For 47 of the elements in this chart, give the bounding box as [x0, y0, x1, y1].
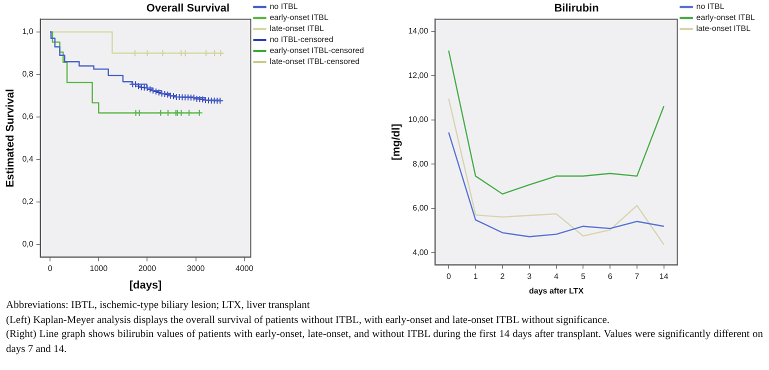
x-tick-label: 2	[500, 272, 506, 281]
y-axis-title: [mg/dl]	[390, 123, 403, 160]
text: (Right) Line graph shows bilirubin values of patients with early-onset, late-onset, and without ITBL during the first 14 days after transplant. Values were significantly different on days 7 and 14.	[6, 328, 763, 356]
y-tick-label: 10,00	[408, 115, 429, 124]
y-tick-label: 0,6	[22, 112, 34, 122]
legend-label: no ITBL-censored	[270, 35, 334, 44]
y-tick-label: 12,00	[408, 70, 429, 80]
x-tick-label: 4	[554, 272, 560, 281]
legend-label: late-onset ITBL	[696, 24, 752, 34]
legend-label: early-onset ITBL-censored	[270, 46, 364, 56]
legend-label: no ITBL	[696, 2, 725, 12]
y-tick-label: 14,00	[408, 26, 429, 36]
x-tick-label: 0	[48, 264, 53, 274]
x-axis-title: [days]	[129, 279, 162, 292]
point	[196, 96, 204, 103]
x-tick-label: 4000	[236, 264, 254, 274]
text: (Left) Kaplan-Meyer analysis displays the overall survival of patients without ITBL, with early-onset and late-onset ITBL without significance.	[6, 314, 610, 328]
y-tick-label: 0,0	[22, 240, 34, 249]
x-tick-label: 7	[634, 272, 640, 281]
x-tick-label: 6	[608, 272, 613, 281]
x-tick-label: 5	[580, 272, 586, 281]
legend-label: late-onset ITBL	[270, 24, 325, 34]
y-tick-label: 8,00	[412, 159, 429, 168]
y-tick-label: 0,4	[22, 154, 34, 164]
legend-label: no ITBL	[270, 2, 298, 12]
x-tick-label: 14	[659, 272, 669, 281]
y-tick-label: 0,8	[22, 70, 34, 79]
x-tick-label: 3000	[186, 264, 206, 274]
y-axis-title: Estimated Survival	[4, 88, 17, 188]
legend-label: early-onset ITBL	[270, 13, 329, 22]
x-axis-title: days after LTX	[528, 286, 584, 296]
y-tick-label: 6,00	[412, 204, 429, 213]
text: Abbreviations: IBTL, ischemic-type biliary lesion; LTX, liver transplant	[6, 299, 311, 313]
y-tick-label: 4,00	[412, 248, 429, 257]
chart-title: Bilirubin	[554, 2, 600, 15]
x-tick-label: 1000	[90, 264, 108, 274]
x-tick-label: 3	[527, 272, 532, 281]
point	[216, 97, 224, 104]
chart-title: Overall Survival	[146, 2, 230, 15]
y-tick-label: 1,0	[22, 27, 34, 36]
x-tick-label: 1	[473, 272, 478, 281]
y-tick-label: 0,2	[22, 197, 34, 206]
point	[193, 95, 200, 102]
x-tick-label: 2000	[138, 264, 157, 274]
legend-label: late-onset ITBL-censored	[270, 57, 360, 66]
x-tick-label: 0	[446, 272, 452, 281]
legend-label: early-onset ITBL	[696, 13, 756, 22]
